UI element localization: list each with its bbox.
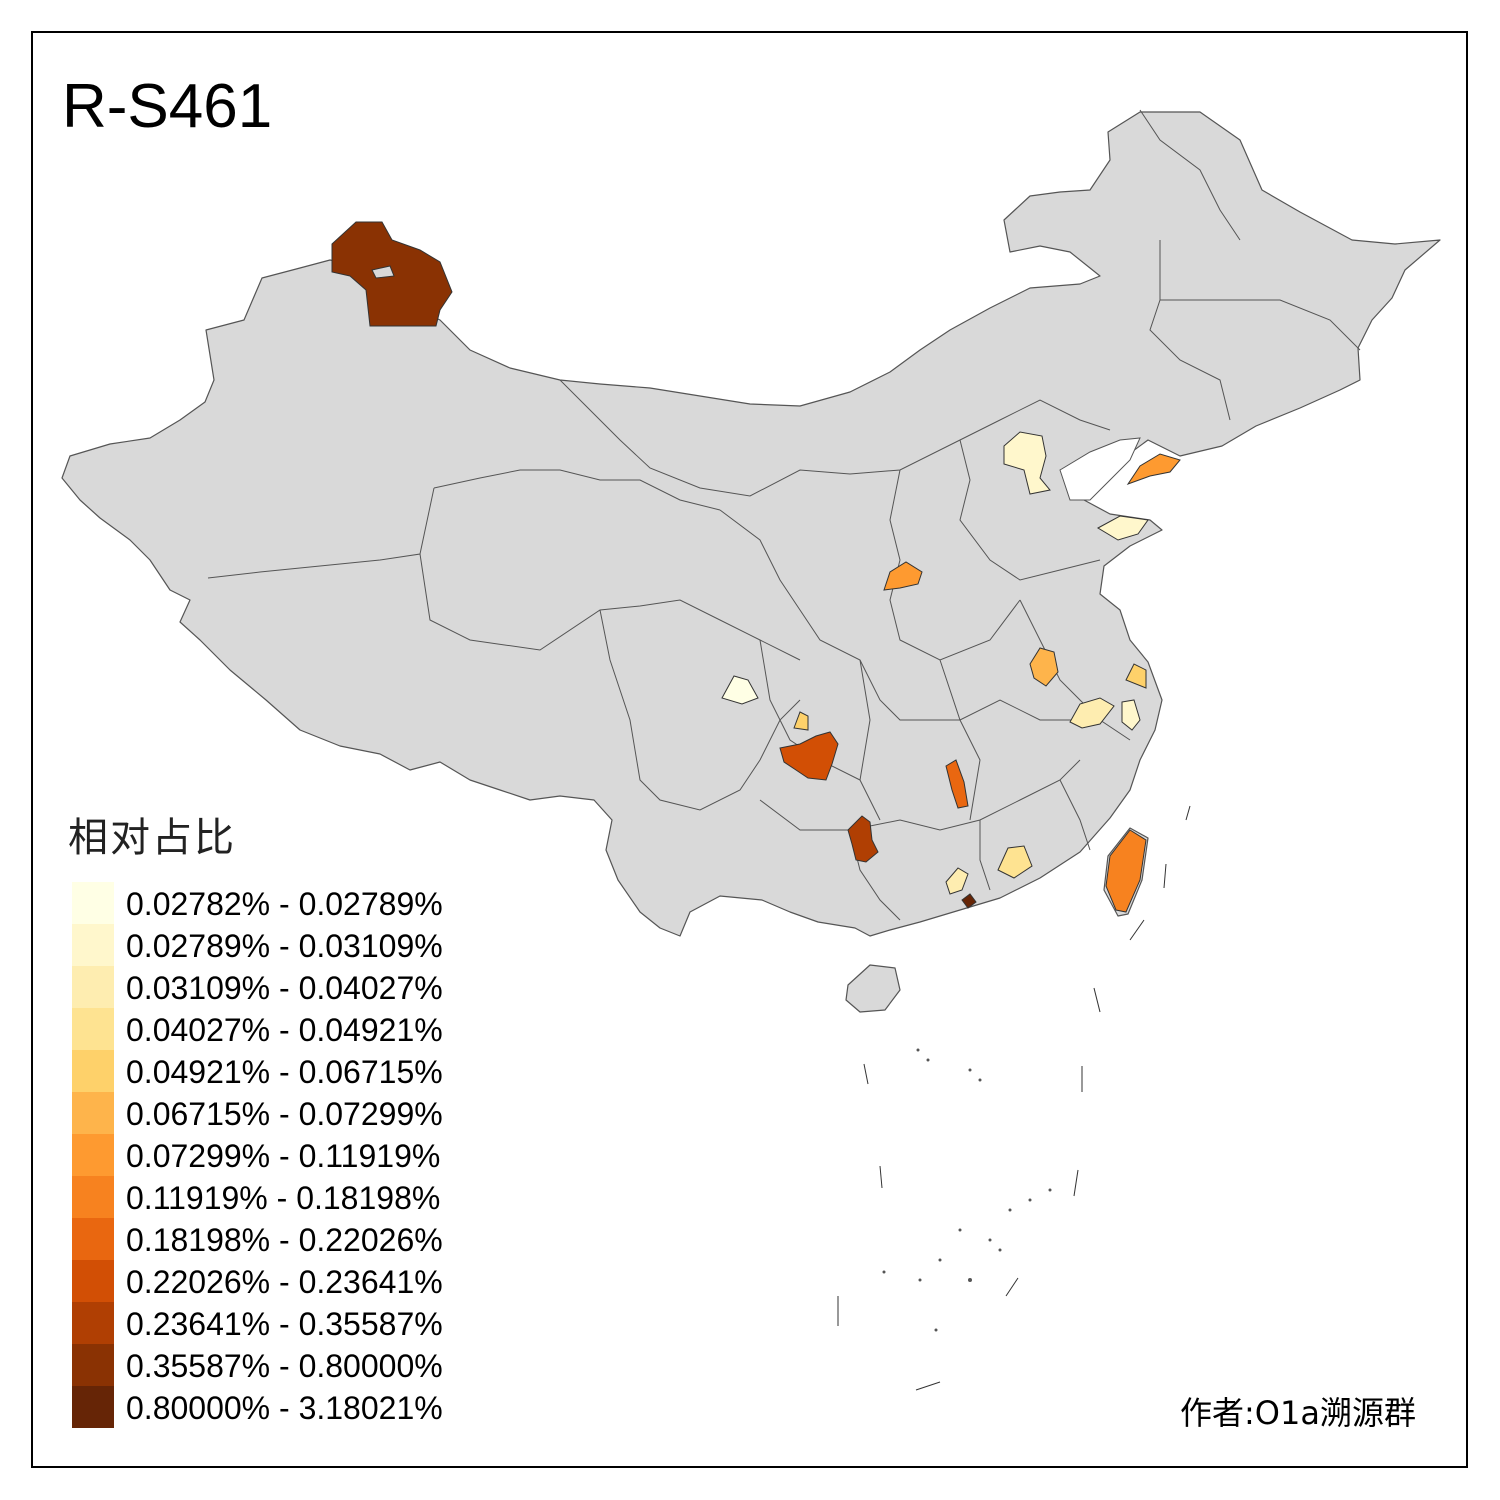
province-borders (207, 109, 1361, 921)
province-base-layer (61, 111, 1441, 1013)
region-guizhou (847, 815, 879, 863)
dash-line (863, 1063, 869, 1085)
border-line (207, 487, 435, 579)
region-guangdong-west (945, 867, 969, 895)
border-line (939, 659, 981, 821)
legend-label: 0.03109% - 0.04027% (126, 970, 443, 1006)
islet (1008, 1208, 1012, 1212)
region-hunan (945, 759, 969, 809)
legend-label: 0.04921% - 0.06715% (126, 1054, 443, 1090)
dash-line (1093, 987, 1101, 1013)
region-northeast-china (1003, 431, 1051, 495)
legend-swatch (72, 1386, 114, 1428)
islet (918, 1278, 922, 1282)
border-line (559, 379, 1111, 497)
legend-label: 0.06715% - 0.07299% (126, 1096, 443, 1132)
legend-label: 0.07299% - 0.11919% (126, 1138, 441, 1174)
border-line (859, 659, 881, 821)
legend-swatch (72, 1176, 114, 1218)
legend-swatch (72, 1050, 114, 1092)
islet (968, 1278, 972, 1282)
islet (1048, 1188, 1052, 1192)
border-line (719, 509, 1080, 721)
region-shanghai (1125, 663, 1147, 689)
region-zhejiang-2 (1121, 699, 1141, 731)
border-line (759, 639, 861, 781)
region-shanxi-south (883, 561, 923, 591)
map-frame (31, 31, 1468, 1468)
islet (988, 1238, 992, 1242)
legend-swatch (72, 924, 114, 966)
region-sichuan-central (793, 711, 809, 731)
region-hole (371, 265, 395, 279)
dash-line (1129, 919, 1145, 941)
border-line (759, 759, 1081, 831)
legend-swatch (72, 1218, 114, 1260)
islet (926, 1058, 930, 1062)
legend-label: 0.23641% - 0.35587% (126, 1306, 443, 1342)
author-credit: 作者:O1a溯源群 (1180, 1394, 1416, 1432)
south-sea-islands (837, 805, 1191, 1391)
highlighted-regions (331, 221, 1181, 913)
islet (938, 1258, 942, 1262)
region-shandong (1096, 515, 1149, 541)
legend-label: 0.04027% - 0.04921% (126, 1012, 443, 1048)
region-zhejiang-1 (1069, 697, 1115, 729)
legend-label: 0.02782% - 0.02789% (126, 886, 443, 922)
dash-line (1005, 1277, 1019, 1297)
islet (958, 1228, 962, 1232)
legend-swatch (72, 1134, 114, 1176)
islet (934, 1328, 938, 1332)
legend-swatch (72, 882, 114, 924)
legend-title: 相对占比 (68, 815, 236, 861)
legend-label: 0.22026% - 0.23641% (126, 1264, 443, 1300)
region-chongqing (779, 731, 839, 781)
mainland-china-outline (61, 111, 1441, 937)
border-line (1149, 240, 1231, 421)
region-sichuan-west (721, 675, 759, 705)
legend-swatch (72, 1260, 114, 1302)
border-line (1139, 109, 1241, 241)
dash-line (915, 1381, 941, 1391)
legend-swatch (72, 1092, 114, 1134)
region-liaodong (1126, 453, 1181, 485)
region-jiangxi-south (997, 845, 1033, 879)
border-line (1160, 299, 1361, 351)
border-line (889, 469, 1021, 661)
legend-swatch (72, 1344, 114, 1386)
region-henan-anhui (1029, 647, 1059, 687)
border-line (599, 609, 801, 811)
dash-line (1185, 805, 1191, 821)
hainan-island (845, 964, 901, 1013)
border-line (979, 820, 991, 891)
legend-label: 0.35587% - 0.80000% (126, 1348, 443, 1384)
map-title: R-S461 (62, 72, 273, 141)
legend-swatch (72, 1302, 114, 1344)
legend-label: 0.11919% - 0.18198% (126, 1180, 441, 1216)
islet (1028, 1198, 1032, 1202)
scattered-islets (882, 1048, 1052, 1332)
islet (882, 1270, 886, 1274)
region-taiwan (1105, 829, 1147, 913)
dash-line (879, 1165, 883, 1189)
islet (968, 1068, 972, 1072)
bohai-sea (1059, 437, 1141, 501)
border-line (419, 553, 801, 661)
border-line (1059, 779, 1091, 851)
region-guangdong-delta (961, 893, 977, 909)
legend-label: 0.02789% - 0.03109% (126, 928, 443, 964)
islet (978, 1078, 982, 1082)
border-line (1019, 599, 1131, 741)
dash-line (1073, 1169, 1079, 1197)
legend-swatch (72, 1008, 114, 1050)
islet (916, 1048, 920, 1052)
dash-line (1163, 863, 1167, 889)
islet (998, 1248, 1002, 1252)
border-line (433, 469, 721, 511)
legend-label: 0.18198% - 0.22026% (126, 1222, 443, 1258)
border-line (959, 439, 1101, 581)
legend-swatch (72, 966, 114, 1008)
legend-label: 0.80000% - 3.18021% (126, 1390, 443, 1426)
